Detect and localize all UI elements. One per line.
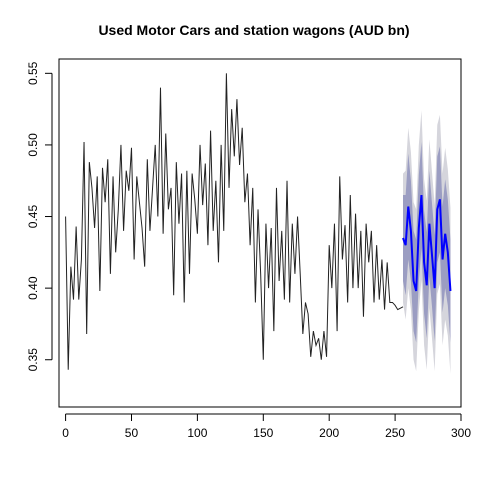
history-line <box>65 73 404 370</box>
y-tick-label: 0.55 <box>26 61 40 85</box>
x-tick-label: 250 <box>385 426 405 440</box>
x-axis: 0 50 100 150 200 250 300 <box>62 413 471 440</box>
x-tick-label: 150 <box>253 426 273 440</box>
y-tick-label: 0.40 <box>26 276 40 300</box>
y-tick-label: 0.50 <box>26 133 40 157</box>
x-tick-label: 0 <box>62 426 69 440</box>
plot-frame <box>58 58 462 408</box>
band-80-area <box>403 142 451 343</box>
x-tick-label: 200 <box>319 426 339 440</box>
x-tick-label: 50 <box>125 426 139 440</box>
y-tick-label: 0.35 <box>26 348 40 372</box>
y-axis: 0.35 0.40 0.45 0.50 0.55 <box>26 61 53 372</box>
x-tick-label: 100 <box>187 426 207 440</box>
forecast-line <box>402 194 452 292</box>
forecast-band-80 <box>403 142 451 343</box>
series-layer <box>65 73 452 370</box>
x-tick-label: 300 <box>451 426 471 440</box>
y-tick-label: 0.45 <box>26 205 40 229</box>
chart-title: Used Motor Cars and station wagons (AUD … <box>98 22 409 38</box>
